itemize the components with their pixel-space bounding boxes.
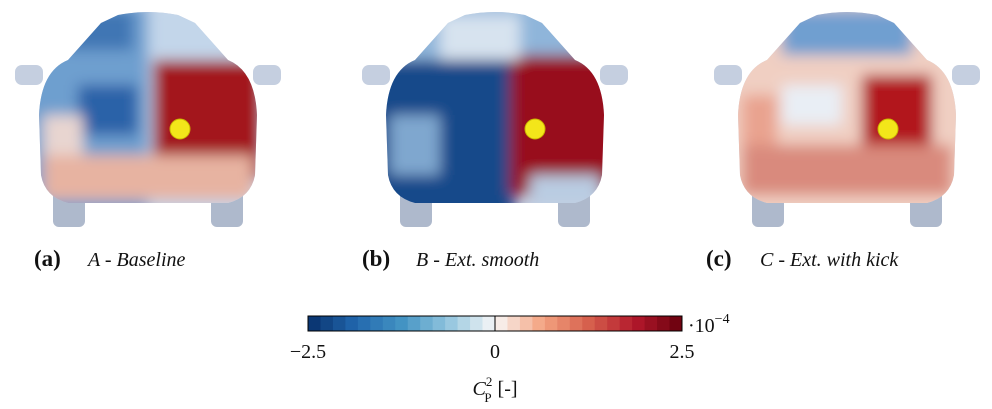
panel-caption: A - Baseline <box>86 249 186 271</box>
colorbar-swatch <box>532 316 546 331</box>
colorbar-label: C2 P [-] <box>472 374 517 405</box>
colorbar-swatch <box>495 316 508 331</box>
label-unit: [-] <box>498 378 518 400</box>
colorbar-swatch <box>470 316 484 331</box>
panel-label: (c) <box>706 246 732 271</box>
colorbar-tick-label: 0 <box>490 341 500 363</box>
colorbar-swatch <box>370 316 384 331</box>
colorbar-swatch <box>382 316 396 331</box>
multiplier-base: ·10 <box>688 315 715 337</box>
colorbar-swatch <box>594 316 608 331</box>
colorbar-swatch <box>632 316 646 331</box>
colorbar-swatch <box>582 316 596 331</box>
panel-caption: C - Ext. with kick <box>760 249 899 271</box>
label-superscript: 2 <box>486 374 493 389</box>
label-subscript: P <box>484 390 491 405</box>
colorbar-swatch <box>320 316 334 331</box>
colorbar-swatch <box>544 316 558 331</box>
colorbar-swatch <box>619 316 633 331</box>
colorbar-swatch <box>569 316 583 331</box>
panel-label: (a) <box>34 246 61 271</box>
colorbar-swatch <box>457 316 471 331</box>
colorbar-multiplier: ·10−4 <box>688 312 730 337</box>
label-symbol: C <box>472 378 486 400</box>
car-c <box>714 12 980 235</box>
colorbar: −2.5 0 2.5 <box>290 315 695 363</box>
colorbar-swatch <box>345 316 359 331</box>
colorbar-swatch <box>395 316 409 331</box>
car-a <box>15 12 281 235</box>
car-b <box>362 12 628 240</box>
colorbar-swatch <box>557 316 571 331</box>
colorbar-swatch <box>482 316 496 331</box>
multiplier-exponent: −4 <box>715 312 730 327</box>
colorbar-swatch <box>407 316 421 331</box>
colorbar-swatch <box>607 316 621 331</box>
colorbar-swatch <box>519 316 533 331</box>
colorbar-swatch <box>432 316 446 331</box>
colorbar-swatch <box>308 316 321 331</box>
colorbar-swatch <box>357 316 371 331</box>
panel-caption: B - Ext. smooth <box>416 249 539 271</box>
colorbar-swatch <box>657 316 671 331</box>
colorbar-swatch <box>669 316 683 331</box>
colorbar-swatch <box>420 316 434 331</box>
colorbar-swatch <box>644 316 658 331</box>
panel-label: (b) <box>362 246 390 271</box>
colorbar-swatch <box>445 316 459 331</box>
colorbar-swatch <box>507 316 521 331</box>
colorbar-tick-label: 2.5 <box>670 341 695 363</box>
colorbar-swatch <box>332 316 346 331</box>
colorbar-tick-label: −2.5 <box>290 341 326 363</box>
